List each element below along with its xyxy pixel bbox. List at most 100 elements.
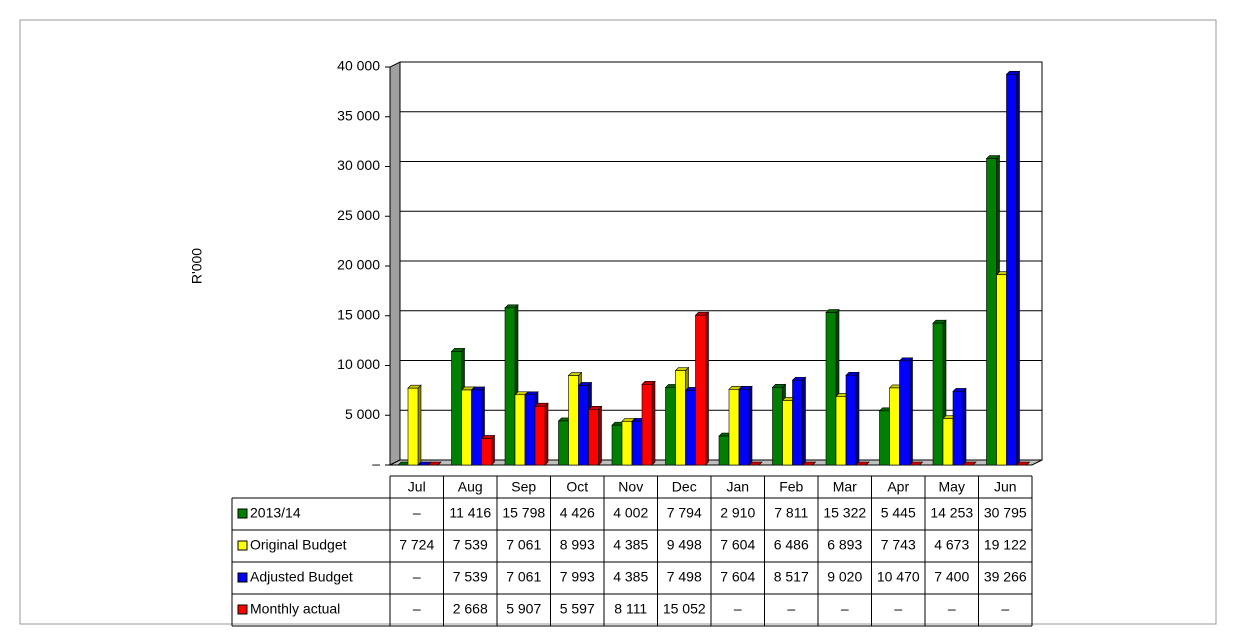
bar-side [1016,70,1020,466]
bar [407,387,419,466]
bar [952,391,964,466]
data-label: 7 061 [506,537,541,553]
bar-top [908,461,924,466]
bar [471,389,482,466]
data-label: 9 498 [667,537,702,553]
bar-top [962,461,977,466]
bar [524,394,536,466]
legend-label: Adjusted Budget [250,569,353,585]
bar [621,421,633,466]
bar-top [855,461,870,466]
y-tick-label: 10 000 [337,356,380,372]
data-label: 19 122 [984,537,1027,553]
x-tick-label: Jun [994,479,1017,495]
bar-top [1015,461,1031,466]
data-label: 15 052 [663,601,706,617]
x-tick-label: May [939,479,965,495]
data-label: 8 517 [774,569,809,585]
data-label: 7 400 [934,569,969,585]
x-tick-label: Jan [726,479,749,495]
y-tick-label: 35 000 [337,107,380,123]
bar [558,420,569,466]
bar [942,418,954,466]
bar [675,370,686,466]
y-tick-label: 5 000 [345,406,380,422]
data-label: – [787,601,795,617]
data-label: – [413,569,421,585]
data-label: 4 385 [613,569,648,585]
bar [845,374,857,466]
data-label: 39 266 [984,569,1027,585]
data-label: – [841,601,849,617]
x-tick-label: Dec [672,479,697,495]
bar-side [651,380,656,466]
data-label: 11 416 [449,505,491,521]
bar [718,435,730,466]
bar [611,424,623,466]
bar-side [705,311,709,466]
data-label: – [413,505,421,521]
data-label: 7 794 [667,505,702,521]
bar [792,379,803,466]
data-label: 7 539 [453,569,488,585]
bar [641,383,653,466]
data-label: 8 111 [614,601,647,617]
bar [986,158,997,466]
x-tick-label: Aug [458,479,483,495]
data-label: 7 811 [774,505,808,521]
data-label: 14 253 [930,505,973,521]
bar [451,351,462,466]
bar-side [417,384,422,466]
legend-label: Monthly actual [250,601,340,617]
bar-top [801,461,817,466]
bar [481,438,492,466]
bar-top [748,461,763,466]
bar [461,389,472,466]
bar [588,409,599,466]
y-tick-label: 30 000 [337,157,380,173]
bar-top [427,461,442,466]
data-label: 30 795 [984,505,1027,521]
data-label: 4 385 [613,537,648,553]
data-label: 15 798 [502,505,545,521]
data-label: 10 470 [877,569,920,585]
data-label: 7 724 [399,537,434,553]
data-label: 5 445 [881,505,916,521]
bar [932,322,944,466]
data-label: 7 498 [667,569,702,585]
bar-side [802,376,806,466]
data-label: 7 993 [560,569,595,585]
bar-side [544,402,549,466]
bar-side [598,405,602,466]
bar [578,385,589,466]
bar [889,387,900,466]
legend-label: Original Budget [250,537,347,553]
data-label: 8 993 [560,537,595,553]
chart-frame [19,19,1217,625]
bar [665,387,676,466]
data-label: 15 322 [823,505,866,521]
x-tick-label: Apr [887,479,909,495]
bar [835,396,847,466]
x-tick-label: Jul [408,479,426,495]
bar [772,386,783,466]
bar-side [909,357,913,466]
legend-label: 2013/14 [250,505,301,521]
data-label: 7 539 [453,537,488,553]
data-label: – [894,601,902,617]
bar-side [491,434,495,466]
y-tick-label: 15 000 [337,306,380,322]
bar-side [855,371,860,466]
side-wall [389,61,401,466]
legend-swatch [237,508,248,519]
data-label: 2 910 [720,505,755,521]
bar [782,400,793,466]
data-label: 2 668 [453,601,488,617]
data-label: – [1001,601,1009,617]
bar [879,410,890,466]
legend-swatch [237,572,248,583]
x-tick-label: Feb [779,479,803,495]
y-tick-label: 20 000 [337,257,380,273]
bar [996,274,1007,466]
